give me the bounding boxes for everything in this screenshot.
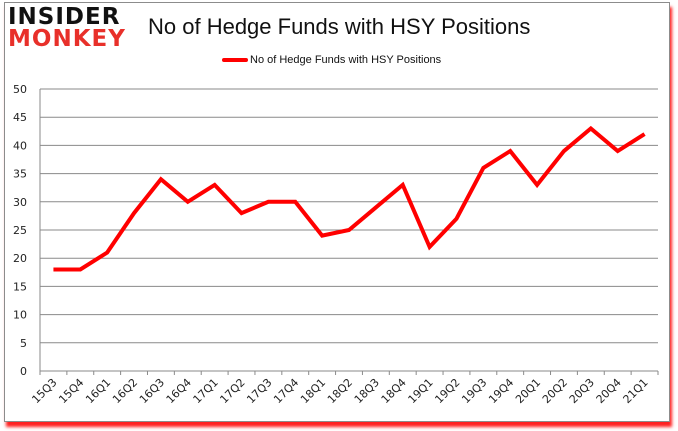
x-tick-label: 18Q2 <box>325 376 355 406</box>
y-tick-label: 15 <box>13 280 27 293</box>
x-tick-label: 20Q3 <box>567 376 597 406</box>
y-tick-label: 35 <box>13 168 27 181</box>
insider-monkey-logo: INSIDER MONKEY <box>8 4 126 52</box>
chart-frame <box>4 2 670 422</box>
x-tick-label: 18Q1 <box>298 376 328 406</box>
y-tick-label: 50 <box>13 83 27 96</box>
x-tick-label: 18Q3 <box>352 376 382 406</box>
logo-line-1: INSIDER <box>8 4 121 30</box>
y-tick-label: 10 <box>13 309 27 322</box>
logo-line-2: MONKEY <box>8 26 126 52</box>
y-tick-label: 0 <box>20 365 27 378</box>
x-tick-label: 20Q4 <box>594 376 624 406</box>
x-tick-label: 19Q3 <box>459 376 489 406</box>
y-tick-label: 20 <box>13 252 27 265</box>
x-tick-label: 16Q1 <box>83 376 113 406</box>
x-tick-label: 21Q1 <box>621 376 651 406</box>
x-tick-label: 17Q3 <box>244 376 274 406</box>
x-tick-label: 17Q4 <box>271 376 301 406</box>
x-tick-label: 20Q2 <box>540 376 570 406</box>
chart-title: No of Hedge Funds with HSY Positions <box>148 14 531 39</box>
x-tick-label: 15Q3 <box>29 376 59 406</box>
legend-label: No of Hedge Funds with HSY Positions <box>250 54 442 66</box>
y-tick-label: 5 <box>20 337 27 350</box>
x-tick-label: 18Q4 <box>379 376 409 406</box>
x-tick-label: 17Q1 <box>191 376 221 406</box>
y-tick-label: 25 <box>13 224 27 237</box>
x-tick-label: 17Q2 <box>217 376 247 406</box>
y-tick-label: 45 <box>13 111 27 124</box>
y-tick-label: 30 <box>13 196 27 209</box>
y-tick-label: 40 <box>13 139 27 152</box>
x-tick-label: 16Q4 <box>164 376 194 406</box>
x-tick-label: 19Q2 <box>432 376 462 406</box>
x-tick-label: 19Q1 <box>406 376 436 406</box>
legend-line-icon <box>222 58 248 62</box>
x-tick-label: 19Q4 <box>486 376 516 406</box>
x-tick-label: 16Q3 <box>137 376 167 406</box>
series-line <box>53 125 646 272</box>
chart-legend: No of Hedge Funds with HSY Positions <box>222 54 441 66</box>
x-tick-label: 16Q2 <box>110 376 140 406</box>
x-tick-label: 20Q1 <box>513 376 543 406</box>
x-tick-label: 15Q4 <box>56 376 86 406</box>
